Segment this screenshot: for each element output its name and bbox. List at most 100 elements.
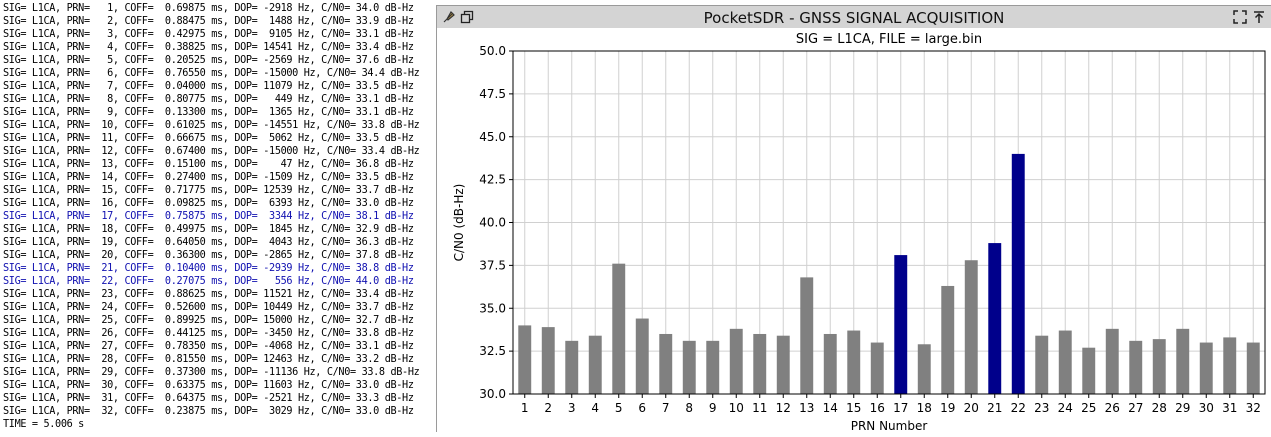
- terminal-line: SIG= L1CA, PRN= 2, COFF= 0.88475 ms, DOP…: [3, 16, 414, 27]
- terminal-line: SIG= L1CA, PRN= 14, COFF= 0.27400 ms, DO…: [3, 172, 414, 183]
- x-tick-label: 20: [964, 401, 979, 415]
- bar-prn-4: [588, 335, 602, 394]
- bar-prn-32: [1246, 342, 1260, 394]
- bar-prn-6: [635, 318, 649, 394]
- x-tick-label: 30: [1199, 401, 1214, 415]
- title-bar[interactable]: PocketSDR - GNSS SIGNAL ACQUISITION: [437, 6, 1271, 28]
- x-tick-label: 27: [1128, 401, 1143, 415]
- terminal-line: SIG= L1CA, PRN= 22, COFF= 0.27075 ms, DO…: [3, 276, 414, 287]
- terminal-line: SIG= L1CA, PRN= 5, COFF= 0.20525 ms, DOP…: [3, 55, 414, 66]
- terminal-line: SIG= L1CA, PRN= 8, COFF= 0.80775 ms, DOP…: [3, 94, 414, 105]
- terminal-line: SIG= L1CA, PRN= 12, COFF= 0.67400 ms, DO…: [3, 146, 420, 157]
- x-tick-label: 25: [1081, 401, 1096, 415]
- x-tick-label: 28: [1152, 401, 1167, 415]
- x-tick-label: 3: [568, 401, 576, 415]
- x-tick-label: 7: [662, 401, 670, 415]
- bar-prn-8: [682, 340, 696, 394]
- bar-prn-16: [870, 342, 884, 394]
- x-tick-label: 10: [729, 401, 744, 415]
- chart-area: 30.0 32.5 35.0 37.5 40.0 42.5 45.0 47.5 50.0 1 2 3 4…: [437, 28, 1271, 433]
- bar-prn-25: [1082, 347, 1096, 394]
- terminal-line: SIG= L1CA, PRN= 15, COFF= 0.71775 ms, DO…: [3, 185, 414, 196]
- pin-icon[interactable]: [1250, 8, 1268, 26]
- x-tick-label: 13: [799, 401, 814, 415]
- x-tick-label: 21: [987, 401, 1002, 415]
- x-tick-label: 26: [1105, 401, 1120, 415]
- bar-prn-26: [1105, 328, 1119, 394]
- restore-icon[interactable]: [458, 8, 476, 26]
- terminal-line: SIG= L1CA, PRN= 26, COFF= 0.44125 ms, DO…: [3, 328, 414, 339]
- bar-prn-10: [729, 328, 743, 394]
- terminal-line: SIG= L1CA, PRN= 4, COFF= 0.38825 ms, DOP…: [3, 42, 414, 53]
- terminal-line: SIG= L1CA, PRN= 23, COFF= 0.88625 ms, DO…: [3, 289, 414, 300]
- grid-layer: [513, 50, 1265, 395]
- bar-prn-17: [894, 255, 908, 394]
- window-title: PocketSDR - GNSS SIGNAL ACQUISITION: [703, 9, 1005, 27]
- y-tick-label: 45.0: [479, 130, 506, 144]
- terminal-line: SIG= L1CA, PRN= 3, COFF= 0.42975 ms, DOP…: [3, 29, 414, 40]
- bar-prn-2: [541, 327, 555, 394]
- x-tick-label: 4: [591, 401, 599, 415]
- bar-prn-18: [917, 344, 931, 394]
- x-tick-label: 29: [1175, 401, 1190, 415]
- terminal-line: SIG= L1CA, PRN= 17, COFF= 0.75875 ms, DO…: [3, 211, 414, 222]
- x-tick-label: 8: [685, 401, 693, 415]
- x-tick-label: 12: [776, 401, 791, 415]
- bar-prn-9: [706, 340, 720, 394]
- y-tick-label: 30.0: [479, 387, 506, 401]
- x-tick-label: 24: [1058, 401, 1073, 415]
- bar-prn-12: [776, 335, 790, 394]
- terminal-text: SIG= L1CA, PRN= 1, COFF= 0.69875 ms, DOP…: [0, 0, 436, 431]
- maximize-icon[interactable]: [1231, 8, 1249, 26]
- bar-prn-27: [1129, 340, 1143, 394]
- terminal-line: SIG= L1CA, PRN= 1, COFF= 0.69875 ms, DOP…: [3, 3, 414, 14]
- tick-layer: 30.032.535.037.540.042.545.047.550.01 2 3 4…: [479, 44, 1261, 415]
- x-tick-label: 14: [823, 401, 838, 415]
- acquisition-window[interactable]: PocketSDR - GNSS SIGNAL ACQUISITION 30.0…: [436, 5, 1271, 433]
- bar-chart: 30.032.535.037.540.042.545.047.550.01 2 3 4…: [452, 32, 1266, 433]
- terminal-line: SIG= L1CA, PRN= 27, COFF= 0.78350 ms, DO…: [3, 341, 414, 352]
- y-tick-label: 47.5: [479, 87, 506, 101]
- x-tick-label: 17: [893, 401, 908, 415]
- terminal-line: SIG= L1CA, PRN= 31, COFF= 0.64375 ms, DO…: [3, 393, 414, 404]
- y-tick-label: 50.0: [479, 44, 506, 58]
- chart-title: SIG = L1CA, FILE = large.bin: [796, 32, 982, 47]
- terminal-line: SIG= L1CA, PRN= 32, COFF= 0.23875 ms, DO…: [3, 406, 414, 417]
- x-tick-label: 19: [940, 401, 955, 415]
- bar-prn-31: [1223, 337, 1237, 394]
- terminal-line: TIME = 5.006 s: [3, 419, 84, 430]
- x-tick-label: 22: [1011, 401, 1026, 415]
- x-axis-label: PRN Number: [851, 419, 928, 433]
- terminal-line: SIG= L1CA, PRN= 10, COFF= 0.61025 ms, DO…: [3, 120, 420, 131]
- x-tick-label: 18: [917, 401, 932, 415]
- x-tick-label: 11: [752, 401, 767, 415]
- x-tick-label: 1: [521, 401, 529, 415]
- terminal-output[interactable]: SIG= L1CA, PRN= 1, COFF= 0.69875 ms, DOP…: [0, 0, 436, 432]
- bar-prn-20: [964, 260, 978, 394]
- x-tick-label: 2: [544, 401, 552, 415]
- feather-icon[interactable]: [440, 8, 458, 26]
- bar-prn-11: [753, 333, 767, 394]
- terminal-line: SIG= L1CA, PRN= 6, COFF= 0.76550 ms, DOP…: [3, 68, 420, 79]
- x-tick-label: 15: [846, 401, 861, 415]
- y-tick-label: 32.5: [479, 344, 506, 358]
- bar-prn-24: [1058, 330, 1072, 394]
- x-tick-label: 5: [615, 401, 623, 415]
- terminal-line: SIG= L1CA, PRN= 21, COFF= 0.10400 ms, DO…: [3, 263, 414, 274]
- terminal-line: SIG= L1CA, PRN= 18, COFF= 0.49975 ms, DO…: [3, 224, 414, 235]
- terminal-line: SIG= L1CA, PRN= 13, COFF= 0.15100 ms, DO…: [3, 159, 414, 170]
- y-tick-label: 40.0: [479, 216, 506, 230]
- terminal-line: SIG= L1CA, PRN= 29, COFF= 0.37300 ms, DO…: [3, 367, 420, 378]
- y-tick-label: 37.5: [479, 258, 506, 272]
- bar-prn-22: [1011, 153, 1025, 394]
- y-tick-label: 35.0: [479, 301, 506, 315]
- terminal-line: SIG= L1CA, PRN= 24, COFF= 0.52600 ms, DO…: [3, 302, 414, 313]
- y-tick-label: 42.5: [479, 173, 506, 187]
- terminal-line: SIG= L1CA, PRN= 20, COFF= 0.36300 ms, DO…: [3, 250, 414, 261]
- bar-layer: [518, 153, 1260, 394]
- terminal-line: SIG= L1CA, PRN= 9, COFF= 0.13300 ms, DOP…: [3, 107, 414, 118]
- terminal-line: SIG= L1CA, PRN= 16, COFF= 0.09825 ms, DO…: [3, 198, 414, 209]
- bar-prn-30: [1199, 342, 1213, 394]
- terminal-line: SIG= L1CA, PRN= 11, COFF= 0.66675 ms, DO…: [3, 133, 414, 144]
- bar-prn-15: [847, 330, 861, 394]
